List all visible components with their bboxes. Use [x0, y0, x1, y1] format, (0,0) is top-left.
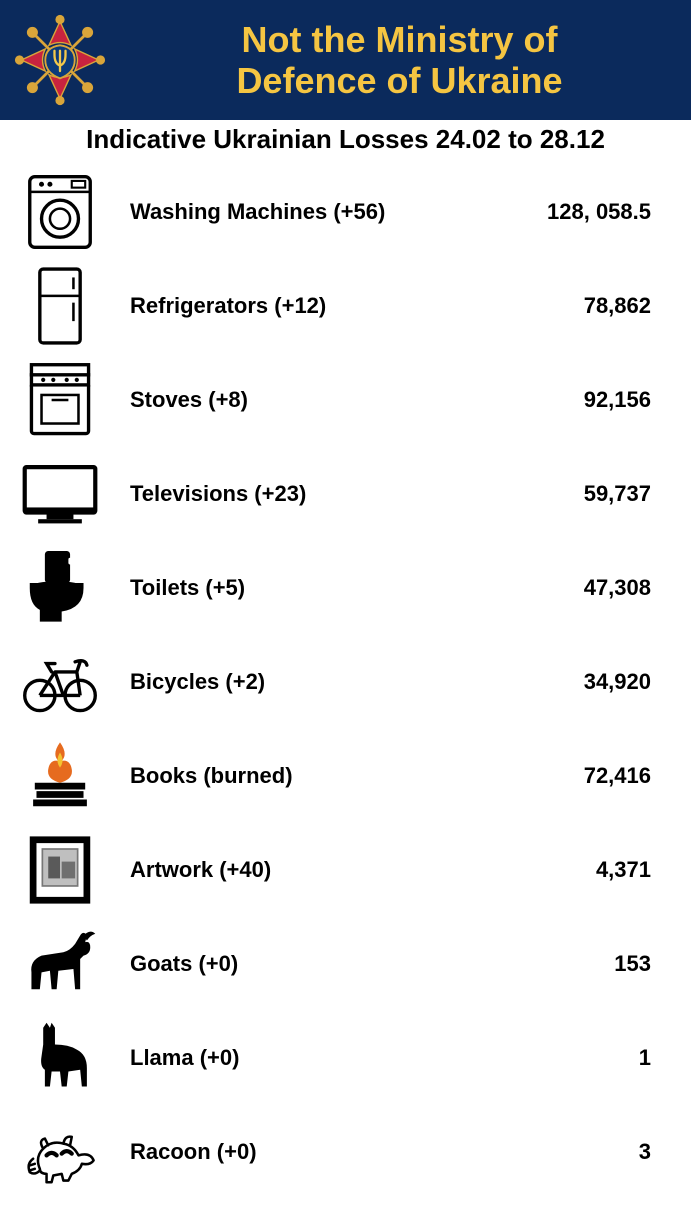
goat-icon	[10, 920, 110, 1008]
item-label: Washing Machines (+56)	[130, 199, 430, 225]
item-value: 34,920	[450, 669, 681, 695]
item-value: 47,308	[450, 575, 681, 601]
item-value: 1	[450, 1045, 681, 1071]
artwork-icon	[10, 826, 110, 914]
item-value: 128, 058.5	[450, 199, 681, 225]
list-item: Llama (+0) 1	[10, 1011, 681, 1105]
list-item: Books (burned) 72,416	[10, 729, 681, 823]
loss-list: Washing Machines (+56) 128, 058.5 Refriger…	[0, 165, 691, 1219]
emblem-icon	[14, 14, 106, 106]
stove-icon	[10, 356, 110, 444]
item-label: Goats (+0)	[130, 951, 430, 977]
list-item: Racoon (+0) 3	[10, 1105, 681, 1199]
item-label: Artwork (+40)	[130, 857, 430, 883]
item-label: Books (burned)	[130, 763, 430, 789]
item-label: Refrigerators (+12)	[130, 293, 430, 319]
header-title: Not the Ministry of Defence of Ukraine	[126, 19, 673, 102]
list-item: Artwork (+40) 4,371	[10, 823, 681, 917]
item-label: Toilets (+5)	[130, 575, 430, 601]
item-value: 72,416	[450, 763, 681, 789]
header-title-line2: Defence of Ukraine	[126, 60, 673, 101]
list-item: Toilets (+5) 47,308	[10, 541, 681, 635]
raccoon-icon	[10, 1108, 110, 1196]
item-value: 153	[450, 951, 681, 977]
refrigerator-icon	[10, 262, 110, 350]
list-item: Refrigerators (+12) 78,862	[10, 259, 681, 353]
subtitle: Indicative Ukrainian Losses 24.02 to 28.…	[0, 124, 691, 155]
item-label: Televisions (+23)	[130, 481, 430, 507]
header-title-line1: Not the Ministry of	[126, 19, 673, 60]
item-value: 3	[450, 1139, 681, 1165]
list-item: Bicycles (+2) 34,920	[10, 635, 681, 729]
item-label: Llama (+0)	[130, 1045, 430, 1071]
item-value: 92,156	[450, 387, 681, 413]
list-item: Televisions (+23) 59,737	[10, 447, 681, 541]
item-label: Racoon (+0)	[130, 1139, 430, 1165]
item-value: 59,737	[450, 481, 681, 507]
list-item: Washing Machines (+56) 128, 058.5	[10, 165, 681, 259]
item-value: 78,862	[450, 293, 681, 319]
toilet-icon	[10, 544, 110, 632]
washing-machine-icon	[10, 168, 110, 256]
television-icon	[10, 450, 110, 538]
bicycle-icon	[10, 638, 110, 726]
books-burning-icon	[10, 732, 110, 820]
list-item: Stoves (+8) 92,156	[10, 353, 681, 447]
page: Not the Ministry of Defence of Ukraine I…	[0, 0, 691, 1219]
emblem	[12, 12, 108, 108]
list-item: Goats (+0) 153	[10, 917, 681, 1011]
item-label: Stoves (+8)	[130, 387, 430, 413]
header-banner: Not the Ministry of Defence of Ukraine	[0, 0, 691, 120]
item-value: 4,371	[450, 857, 681, 883]
item-label: Bicycles (+2)	[130, 669, 430, 695]
llama-icon	[10, 1014, 110, 1102]
